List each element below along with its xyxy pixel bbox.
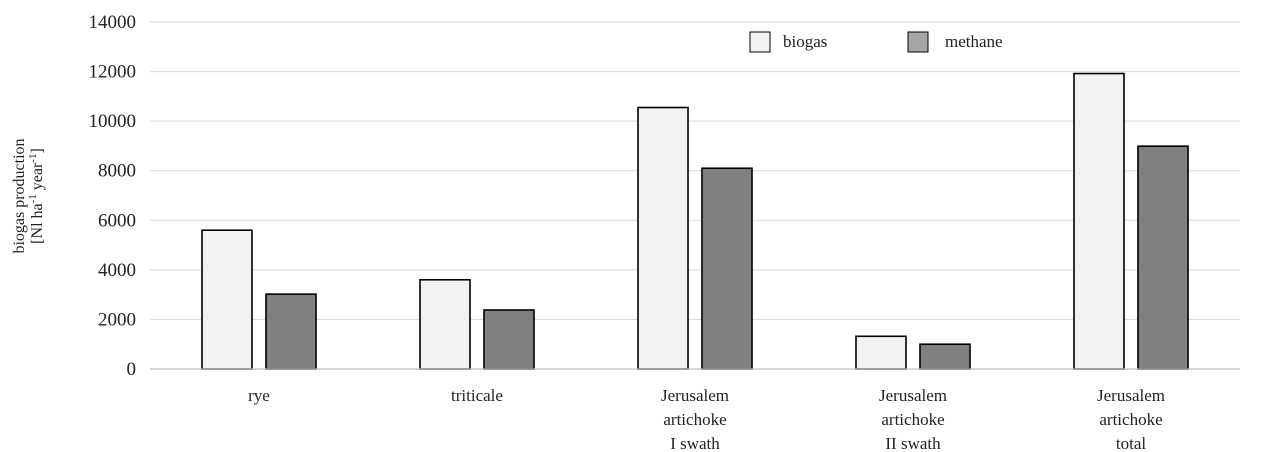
category-label-2-line-2: I swath xyxy=(670,434,720,452)
bar-biogas-3 xyxy=(855,335,907,370)
y-axis-title-unit-a: [Nl ha xyxy=(29,203,46,243)
y-axis-title: biogas production [Nl ha-1 year-1] xyxy=(11,138,46,253)
grid-lines xyxy=(150,21,1240,320)
category-label-3-line-0: Jerusalem xyxy=(879,386,947,405)
bar-biogas-1 xyxy=(419,278,471,370)
bar-biogas-0 xyxy=(201,229,253,370)
legend-label-biogas: biogas xyxy=(783,32,827,51)
y-tick-label-14000: 14000 xyxy=(89,12,137,33)
y-axis-title-exp-a: -1 xyxy=(27,194,39,203)
legend-label-methane: methane xyxy=(945,32,1003,51)
legend-swatch-methane xyxy=(907,31,929,53)
y-axis-title-line2: [Nl ha-1 year-1] xyxy=(27,148,46,244)
bar-biogas-4 xyxy=(1073,72,1125,370)
y-tick-label-0: 0 xyxy=(127,359,137,380)
legend: biogas methane xyxy=(749,31,1003,53)
y-axis-title-unit-c: ] xyxy=(29,148,46,153)
legend-swatch-biogas xyxy=(749,31,771,53)
category-label-2-line-1: artichoke xyxy=(663,410,726,429)
category-label-3-line-2: II swath xyxy=(885,434,941,452)
y-tick-label-4000: 4000 xyxy=(98,260,136,281)
bar-methane-2 xyxy=(701,167,753,370)
y-tick-label-8000: 8000 xyxy=(98,161,136,182)
y-tick-label-12000: 12000 xyxy=(89,62,137,83)
bar-methane-4 xyxy=(1137,145,1189,370)
bars xyxy=(201,72,1189,370)
y-axis-title-exp-b: -1 xyxy=(27,154,39,163)
category-label-2-line-0: Jerusalem xyxy=(661,386,729,405)
category-label-4-line-1: artichoke xyxy=(1099,410,1162,429)
category-label-0-line-0: rye xyxy=(248,386,270,405)
y-tick-label-2000: 2000 xyxy=(98,309,136,330)
y-tick-label-6000: 6000 xyxy=(98,210,136,231)
y-axis-ticks: 0 2000 4000 6000 8000 10000 12000 14000 xyxy=(89,12,137,380)
y-axis-title-unit-b: year xyxy=(29,162,46,194)
category-label-4-line-0: Jerusalem xyxy=(1097,386,1165,405)
bar-methane-3 xyxy=(919,343,971,370)
y-tick-label-10000: 10000 xyxy=(89,111,137,132)
category-label-1-line-0: triticale xyxy=(451,386,503,405)
bar-methane-0 xyxy=(265,293,317,370)
category-label-4-line-2: total xyxy=(1116,434,1146,452)
category-label-3-line-1: artichoke xyxy=(881,410,944,429)
bar-methane-1 xyxy=(483,309,535,370)
bar-biogas-2 xyxy=(637,106,689,370)
category-labels: rye triticale Jerusalem artichoke I swath Jer… xyxy=(248,386,1165,452)
y-axis-title-line1: biogas production xyxy=(11,138,28,253)
